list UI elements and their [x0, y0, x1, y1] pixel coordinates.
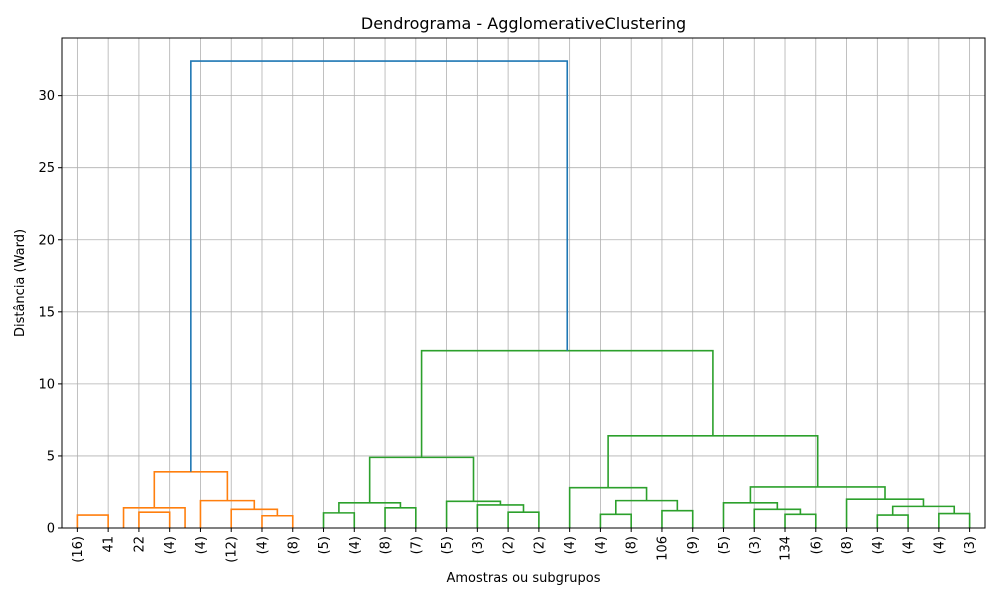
- leaf-label: (2): [532, 536, 547, 554]
- dendrogram-link: [615, 499, 679, 515]
- y-axis-ticks: 0 5 10 15 20 25 30: [38, 89, 62, 537]
- leaf-label: (9): [686, 536, 701, 554]
- y-tick-label: 30: [38, 89, 55, 104]
- leaf-label: (4): [932, 536, 947, 554]
- y-tick-label: 5: [47, 449, 55, 464]
- leaf-label: (4): [594, 536, 609, 554]
- leaf-label: (8): [625, 536, 640, 554]
- leaf-label: (8): [379, 536, 394, 554]
- y-tick-label: 10: [38, 377, 55, 392]
- leaf-label: (5): [440, 536, 455, 554]
- leaf-label: 22: [132, 536, 147, 553]
- dendrogram-link: [661, 509, 694, 528]
- leaf-label: (4): [163, 536, 178, 554]
- dendrogram-link: [190, 60, 569, 472]
- grid: [62, 38, 985, 529]
- leaf-label: (4): [348, 536, 363, 554]
- leaf-label: (4): [871, 536, 886, 554]
- dendrogram-link: [384, 507, 417, 528]
- leaf-label: (5): [317, 536, 332, 554]
- chart-title: Dendrograma - AgglomerativeClustering: [361, 14, 686, 33]
- leaf-label: (6): [809, 536, 824, 554]
- dendrogram-link: [753, 508, 802, 528]
- dendrogram-link: [784, 513, 817, 528]
- leaf-label: (12): [225, 536, 240, 563]
- leaf-label: (5): [717, 536, 732, 554]
- dendrogram-link: [76, 514, 109, 528]
- x-axis-title: Amostras ou subgrupos: [446, 571, 600, 586]
- leaf-label: (3): [471, 536, 486, 554]
- x-axis-ticks: (16) 41 22 (4) (4) (12) (4) (8) (5) (4) (8) (7) (5) (…: [71, 528, 978, 563]
- dendrogram-link: [138, 511, 171, 528]
- leaf-label: (4): [255, 536, 270, 554]
- y-tick-label: 15: [38, 305, 55, 320]
- dendrogram-link: [599, 513, 632, 528]
- plot-frame: [61, 37, 986, 529]
- y-tick-label: 0: [47, 522, 55, 537]
- dendrogram-link: [322, 512, 356, 528]
- leaf-label: (4): [563, 536, 578, 554]
- leaf-label: 106: [655, 536, 670, 561]
- leaf-label: (16): [71, 536, 86, 563]
- dendrogram-links: [76, 60, 971, 528]
- leaf-label: 134: [779, 536, 794, 561]
- leaf-label: (8): [286, 536, 301, 554]
- dendrogram-link: [122, 507, 186, 528]
- leaf-label: (4): [902, 536, 917, 554]
- leaf-label: (2): [502, 536, 517, 554]
- dendrogram-link: [199, 499, 256, 528]
- dendrogram-link: [230, 508, 279, 528]
- dendrogram-link: [607, 434, 819, 488]
- leaf-label: (3): [748, 536, 763, 554]
- leaf-label: (3): [963, 536, 978, 554]
- y-tick-label: 25: [38, 161, 55, 176]
- leaf-label: 41: [102, 536, 117, 553]
- leaf-label: (7): [409, 536, 424, 554]
- leaf-label: (8): [840, 536, 855, 554]
- leaf-label: (4): [194, 536, 209, 554]
- y-axis-title: Distância (Ward): [13, 229, 28, 337]
- y-tick-label: 20: [38, 233, 55, 248]
